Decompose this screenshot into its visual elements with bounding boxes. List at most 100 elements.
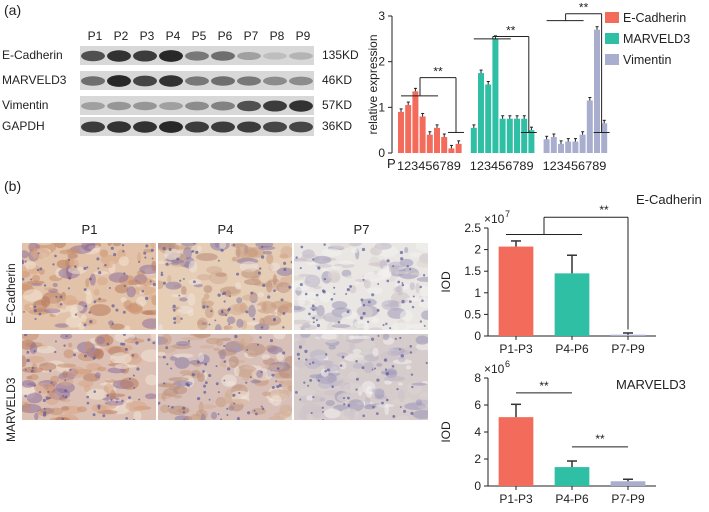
nucleus xyxy=(182,277,185,280)
tissue-blob xyxy=(219,243,227,250)
nucleus xyxy=(303,381,306,384)
y-tick-label: 4 xyxy=(474,425,481,439)
tissue-blob xyxy=(409,282,415,291)
nucleus xyxy=(93,390,97,393)
tissue-blob xyxy=(56,259,71,269)
nucleus xyxy=(309,378,313,382)
nucleus xyxy=(172,308,176,312)
nucleus xyxy=(59,302,63,306)
nucleus xyxy=(399,336,402,340)
x-tick-label: P7-P9 xyxy=(611,492,645,506)
blot-row-label: Vimentin xyxy=(2,98,49,112)
nucleus xyxy=(389,327,392,330)
bar xyxy=(586,100,593,153)
bar xyxy=(478,73,484,153)
blot-row-label: E-Cadherin xyxy=(2,48,63,62)
y-tick-label: 0 xyxy=(474,479,481,493)
nucleus xyxy=(86,395,90,399)
blot-band xyxy=(289,121,313,133)
nucleus xyxy=(121,399,124,403)
tissue-blob xyxy=(225,343,240,348)
nucleus xyxy=(312,308,315,311)
nucleus xyxy=(412,295,415,298)
x-tick-label: P4-P6 xyxy=(555,342,589,356)
nucleus xyxy=(115,401,118,403)
tissue-blob xyxy=(161,334,172,346)
nucleus xyxy=(86,266,89,269)
blot-band xyxy=(133,101,157,111)
nucleus xyxy=(233,402,236,405)
nucleus xyxy=(383,358,388,362)
tissue-blob xyxy=(48,407,64,416)
lane-label: P8 xyxy=(270,29,285,43)
nucleus xyxy=(399,250,404,255)
blot-band xyxy=(159,101,183,111)
x-tick-label: P7-P9 xyxy=(611,342,645,356)
blot-band xyxy=(107,121,131,133)
tissue-blob xyxy=(321,248,342,257)
tissue-blob xyxy=(251,275,260,282)
tissue-blob xyxy=(53,243,67,249)
nucleus xyxy=(63,344,66,347)
nucleus xyxy=(333,292,336,295)
chart-title: E-Cadherin xyxy=(636,192,702,207)
blot-band xyxy=(133,121,157,133)
nucleus xyxy=(310,412,313,415)
nucleus xyxy=(232,243,236,246)
nucleus xyxy=(260,255,265,259)
tissue-blob xyxy=(32,274,41,282)
bar xyxy=(554,273,590,336)
nucleus xyxy=(311,361,315,364)
tissue-blob xyxy=(323,389,339,396)
nucleus xyxy=(345,292,348,295)
bar xyxy=(492,38,499,154)
tissue-blob xyxy=(94,298,108,303)
nucleus xyxy=(38,391,42,394)
blot-strip xyxy=(80,117,314,136)
tissue-blob xyxy=(119,377,139,390)
tissue-blob xyxy=(187,309,194,317)
tissue-blob xyxy=(405,365,412,370)
nucleus xyxy=(317,379,320,382)
blot-band xyxy=(211,51,235,61)
tissue-blob xyxy=(365,385,373,398)
nucleus xyxy=(311,304,315,308)
nucleus xyxy=(236,418,241,420)
nucleus xyxy=(271,386,275,389)
tissue-blob xyxy=(312,359,333,366)
blot-kd-label: 135KD xyxy=(322,48,359,62)
nucleus xyxy=(359,316,364,320)
nucleus xyxy=(39,267,43,271)
nucleus xyxy=(166,363,169,366)
nucleus xyxy=(120,342,124,346)
lane-label: P5 xyxy=(192,29,207,43)
tissue-blob xyxy=(420,285,428,298)
nucleus xyxy=(403,409,407,413)
nucleus xyxy=(316,323,321,328)
tissue-blob xyxy=(338,260,354,265)
nucleus xyxy=(172,304,176,308)
nucleus xyxy=(83,288,87,292)
nucleus xyxy=(132,374,135,377)
blot-kd-label: 46KD xyxy=(322,73,353,87)
nucleus xyxy=(203,384,206,388)
nucleus xyxy=(64,389,68,393)
nucleus xyxy=(282,351,286,355)
nucleus xyxy=(98,297,101,301)
bar xyxy=(579,134,586,153)
tissue-blob xyxy=(219,359,228,368)
bar xyxy=(405,105,412,153)
nucleus xyxy=(179,279,182,282)
nucleus xyxy=(247,411,251,415)
blot-band xyxy=(107,101,131,111)
nucleus xyxy=(61,417,64,420)
bar xyxy=(610,334,646,336)
tissue-blob xyxy=(336,352,349,358)
nucleus xyxy=(113,253,117,257)
tissue-blob xyxy=(381,299,399,311)
tissue-blob xyxy=(226,316,236,324)
ihc-row-label-ecadherin: E-Cadherin xyxy=(4,263,18,324)
nucleus xyxy=(43,407,46,410)
nucleus xyxy=(396,388,399,391)
nucleus xyxy=(23,334,28,337)
